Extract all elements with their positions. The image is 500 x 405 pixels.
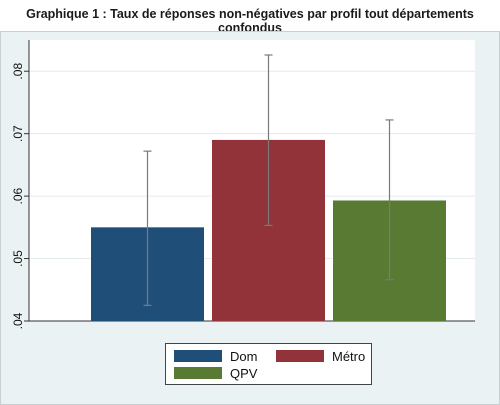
legend-label-dom: Dom bbox=[230, 348, 258, 364]
legend-item-metro: Métro bbox=[276, 348, 365, 364]
legend-item-dom: Dom bbox=[174, 348, 257, 364]
y-tick-label: .07 bbox=[11, 125, 25, 142]
y-tick-label: .04 bbox=[11, 312, 25, 329]
legend-label-qpv: QPV bbox=[230, 365, 258, 381]
legend-item-qpv: QPV bbox=[174, 365, 257, 381]
legend-swatch-metro bbox=[276, 350, 324, 362]
legend: Dom Métro QPV bbox=[165, 343, 372, 385]
plot-area: .04 .05 .06 .07 .08 bbox=[11, 40, 475, 329]
legend-label-metro: Métro bbox=[332, 348, 366, 364]
legend-swatch-qpv bbox=[174, 367, 222, 379]
y-tick-label: .06 bbox=[11, 187, 25, 204]
legend-swatch-dom bbox=[174, 350, 222, 362]
y-tick-label: .08 bbox=[11, 63, 25, 80]
y-tick-label: .05 bbox=[11, 250, 25, 267]
